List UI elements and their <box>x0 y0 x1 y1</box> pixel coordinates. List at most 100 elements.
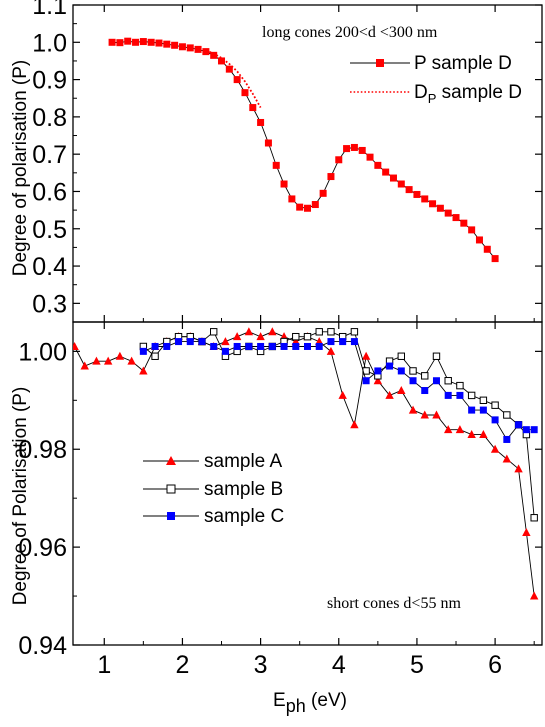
bottom-series-2-point <box>292 342 300 350</box>
top-series-0-point <box>366 153 374 161</box>
bottom-series-0-point <box>432 410 441 419</box>
bottom-series-1-point <box>432 352 441 360</box>
top-series-0-point <box>139 38 147 46</box>
top-series-0-point <box>405 186 413 194</box>
top-series-0-point <box>343 145 351 153</box>
bottom-series-2-point <box>175 338 183 346</box>
bottom-series-0-point <box>502 454 512 463</box>
legend-label-sample-b: sample B <box>204 479 283 500</box>
top-series-0-point <box>186 44 194 52</box>
x-tick-label: 4 <box>332 651 346 679</box>
bottom-series-2-point <box>350 338 358 346</box>
bottom-series-0-point <box>444 425 453 434</box>
top-series-0-point <box>335 156 343 164</box>
bottom-series-2-point <box>245 342 253 350</box>
x-axis-label-main: E <box>273 690 286 711</box>
bottom-series-2-point <box>468 406 476 414</box>
top-series-group <box>108 37 499 263</box>
top-series-0-point <box>319 189 327 197</box>
bottom-series-0-point <box>268 327 277 336</box>
bottom-series-2-point <box>362 377 370 385</box>
bottom-series-0-point <box>221 337 230 346</box>
bottom-series-1-point <box>210 328 218 336</box>
bottom-y-tick-label: 0.96 <box>18 534 67 562</box>
top-series-0-point <box>429 200 437 208</box>
top-series-0-point <box>444 209 452 217</box>
x-tick-label: 3 <box>254 651 268 679</box>
top-series-0-point <box>413 190 421 198</box>
bottom-series-2-point <box>198 338 206 346</box>
bottom-series-1-point <box>444 377 452 385</box>
top-series-0-point <box>124 37 132 45</box>
top-y-tick-label: 0.8 <box>32 104 67 132</box>
bottom-series-1-point <box>409 367 417 375</box>
top-y-tick-label: 1.0 <box>32 29 67 57</box>
top-series-0-point <box>483 245 491 253</box>
top-series-0-point <box>272 161 280 169</box>
bottom-y-axis-label: Degree of Polarisation (P) <box>10 387 31 606</box>
bottom-series-group <box>73 327 539 600</box>
x-axis-label-unit: (eV) <box>306 690 347 711</box>
bottom-series-0-point <box>92 356 101 365</box>
top-series-0-point <box>288 195 296 203</box>
top-series-0-point <box>108 38 116 46</box>
bottom-series-2-point <box>530 426 538 434</box>
legend-marker-sample-d <box>376 59 384 67</box>
bottom-series-2-point <box>151 342 159 350</box>
bottom-series-1-point <box>503 411 511 419</box>
bottom-series-2-point <box>304 342 311 350</box>
bottom-series-1-point <box>327 328 335 336</box>
x-tick-label: 2 <box>175 651 189 679</box>
top-series-0-point <box>210 51 218 59</box>
bottom-series-0-point <box>361 351 371 360</box>
top-series-0-point <box>296 203 304 211</box>
bottom-series-2-point <box>503 435 511 443</box>
legend-marker-sample-a <box>166 456 176 465</box>
bottom-series-1-point <box>456 381 464 390</box>
bottom-series-2-point <box>374 367 382 375</box>
bottom-series-0-point <box>522 527 531 536</box>
bottom-series-0-point <box>73 341 79 350</box>
top-series-0-point <box>132 38 140 46</box>
bottom-plot-frame <box>72 321 543 646</box>
top-series-0-point <box>116 39 124 47</box>
bottom-series-1-point <box>479 396 488 405</box>
bottom-series-0-point <box>115 351 125 360</box>
top-series-0-point <box>155 39 163 47</box>
x-axis-label-sub: ph <box>286 696 306 716</box>
bottom-y-tick-label: 1.00 <box>18 338 67 366</box>
top-series-0-point <box>249 104 257 112</box>
bottom-series-0-point <box>490 444 500 453</box>
bottom-series-1-point <box>530 514 538 522</box>
bottom-series-2-point <box>280 342 288 350</box>
bottom-y-tick-label: 0.98 <box>18 436 67 464</box>
top-series-0-point <box>304 204 311 212</box>
top-series-0-point <box>218 57 226 65</box>
bottom-series-0-point <box>244 327 254 336</box>
x-tick-label: 1 <box>97 651 111 679</box>
bottom-series-2-point <box>268 342 276 350</box>
bottom-series-2-point <box>491 416 499 424</box>
bottom-series-2-point <box>221 347 229 355</box>
top-series-0-point <box>233 76 241 84</box>
bottom-series-1-line <box>143 331 535 518</box>
bottom-series-2-point <box>327 338 335 346</box>
top-series-0-point <box>397 180 405 188</box>
top-series-0-point <box>452 214 460 222</box>
legend-label-sample-c: sample C <box>204 506 284 527</box>
bottom-series-2-point <box>163 342 171 350</box>
bottom-series-0-point <box>479 430 488 439</box>
bottom-series-0-point <box>103 356 113 365</box>
bottom-series-0-point <box>373 376 383 385</box>
top-y-tick-label: 0.6 <box>32 178 67 206</box>
bottom-series-2-point <box>409 377 417 385</box>
bottom-series-2-point <box>522 426 530 434</box>
top-y-tick-label: 0.4 <box>32 253 67 281</box>
top-series-0-point <box>163 40 171 48</box>
top-panel: 0.3 0.4 0.5 0.6 0.7 0.8 0.9 1.0 1.1 <box>32 0 543 323</box>
bottom-series-2-point <box>421 387 429 395</box>
top-series-0-point <box>241 89 249 97</box>
top-series-0-point <box>421 195 429 203</box>
bottom-series-2-point <box>339 338 347 346</box>
